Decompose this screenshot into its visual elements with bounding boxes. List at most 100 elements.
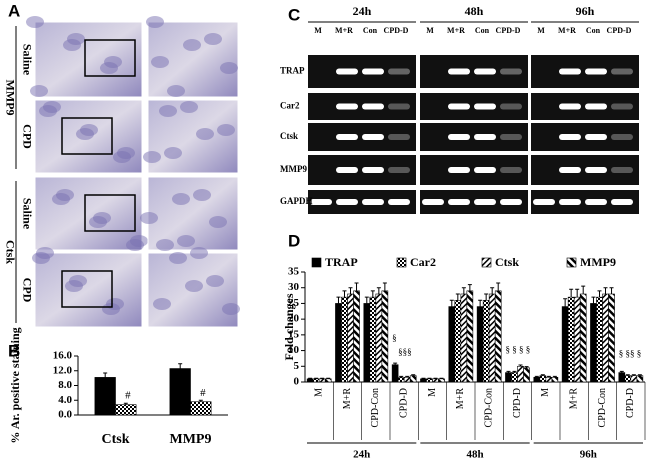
legend-swatch [566, 257, 577, 268]
error-bar [631, 374, 636, 376]
error-bar [308, 377, 313, 379]
band [611, 103, 633, 110]
error-bar [563, 298, 568, 307]
tissue-blob [36, 247, 54, 259]
marker-label: Ctsk [3, 240, 17, 264]
x-tick-label: M+R [455, 388, 466, 410]
condition-label: CPD [20, 278, 34, 303]
bar [324, 378, 332, 383]
error-bar [625, 374, 630, 376]
error-bar [524, 366, 529, 368]
error-bar [467, 284, 472, 291]
error-bar [461, 287, 466, 294]
bar [409, 375, 417, 383]
error-bar [591, 296, 596, 304]
y-tick-label: 5 [294, 360, 300, 372]
inset-box [84, 194, 136, 232]
error-bar [421, 377, 426, 379]
y-tick-label: 20 [288, 313, 300, 325]
tissue-blob [93, 212, 111, 224]
time-label: 96h [576, 4, 595, 18]
y-tick-label: 35 [288, 266, 300, 278]
time-label: 48h [465, 4, 484, 18]
bar [306, 378, 314, 383]
band [500, 134, 522, 140]
band [448, 103, 470, 110]
tissue-blob [183, 39, 201, 51]
bar [363, 303, 371, 383]
error-bar [427, 377, 432, 379]
error-bar [609, 287, 614, 294]
bar [618, 372, 626, 383]
lane-label: M [537, 26, 545, 35]
error-bar [449, 299, 454, 307]
error-bar [342, 290, 347, 298]
tissue-blob [117, 147, 135, 159]
tissue-blob [222, 303, 240, 315]
bar [482, 299, 490, 383]
legend-label: Ctsk [495, 255, 519, 269]
tissue-blob [159, 105, 177, 117]
y-tick-label: 0.0 [58, 409, 72, 421]
group-label: 96h [580, 449, 597, 461]
band [500, 68, 522, 75]
lane-label: CPD-D [607, 26, 632, 35]
x-tick-label: CPD-D [512, 388, 523, 418]
tissue-blob [151, 56, 169, 68]
tissue-blob [56, 189, 74, 201]
error-bar [506, 370, 511, 373]
lane-label: CPD-D [496, 26, 521, 35]
lane-label: M+R [558, 26, 576, 35]
bar [602, 293, 609, 383]
bar [476, 306, 484, 383]
error-bar [354, 282, 359, 291]
y-tick-label: 25 [288, 297, 300, 309]
tissue-blob [196, 128, 214, 140]
lane-label: Con [363, 26, 378, 35]
band [474, 68, 496, 75]
y-tick-label: 0 [294, 376, 300, 388]
lane-label: Con [475, 26, 490, 35]
bar [448, 306, 456, 383]
inset-box [61, 270, 113, 308]
bar [397, 376, 405, 383]
band [533, 199, 555, 205]
band [362, 68, 384, 75]
band [336, 68, 358, 75]
error-bar [320, 377, 325, 379]
annotation: # [125, 390, 131, 402]
error-bar [575, 288, 580, 298]
bar [545, 376, 553, 383]
gene-label: GAPDH [280, 196, 313, 206]
error-bar [540, 374, 545, 376]
band [448, 134, 470, 140]
band [336, 134, 358, 140]
bar [420, 378, 427, 383]
error-bar [439, 377, 444, 379]
band [388, 68, 410, 75]
error-bar [546, 375, 551, 378]
y-tick-label: 10 [288, 344, 300, 356]
tissue-blob [106, 298, 124, 310]
tissue-blob [190, 247, 208, 259]
bar [533, 376, 541, 383]
panel-label: A [8, 1, 20, 20]
annotation: §§§ [398, 347, 412, 357]
error-bar [569, 288, 574, 298]
bar [312, 378, 320, 383]
error-bar [603, 287, 608, 294]
bar [488, 293, 496, 383]
tissue-blob [206, 275, 224, 287]
x-tick-label: M+R [568, 388, 579, 410]
marker-label: MMP9 [3, 80, 17, 116]
band [585, 68, 607, 75]
band [500, 167, 522, 173]
tissue-blob [140, 212, 158, 224]
bar [630, 375, 638, 383]
error-bar [490, 287, 495, 294]
y-axis-label: Fold changes [282, 293, 296, 360]
band [336, 167, 358, 173]
legend-swatch [311, 257, 322, 268]
tissue-blob [153, 298, 171, 310]
band [474, 199, 496, 205]
